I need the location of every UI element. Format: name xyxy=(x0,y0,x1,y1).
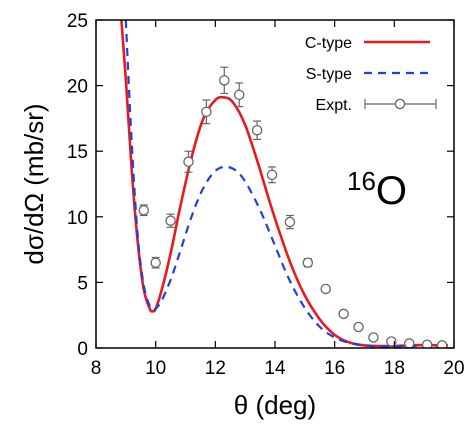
expt-marker xyxy=(233,89,245,101)
expt-marker xyxy=(201,106,212,118)
y-tick-label: 25 xyxy=(67,11,88,32)
x-tick-label: 20 xyxy=(443,358,464,379)
x-tick-label: 16 xyxy=(324,358,345,379)
expt-point xyxy=(302,257,314,268)
expt-point xyxy=(201,99,212,125)
x-tick-label: 10 xyxy=(145,358,166,379)
expt-point xyxy=(338,308,349,320)
expt-marker xyxy=(150,257,161,268)
x-tick-label: 12 xyxy=(205,358,226,379)
expt-marker xyxy=(138,204,149,216)
mass-number: 16 xyxy=(347,166,376,196)
axes-layer: 8 10 12 14 16 18 20 0 5 10 15 20 25 xyxy=(67,11,465,379)
expt-marker xyxy=(251,124,263,136)
expt-marker xyxy=(183,156,194,167)
expt-point xyxy=(233,82,245,108)
legend-marker xyxy=(394,98,406,110)
expt-point xyxy=(320,283,331,295)
legend-label: S-type xyxy=(306,66,352,83)
expt-point xyxy=(266,166,278,184)
legend: C-type S-type Expt. xyxy=(305,35,437,114)
expt-marker xyxy=(302,257,314,268)
expt-point xyxy=(138,204,149,217)
expt-point xyxy=(219,66,230,95)
element-symbol: O xyxy=(376,169,407,213)
x-axis-title: θ (deg) xyxy=(234,390,316,420)
expt-marker xyxy=(284,216,296,228)
y-tick-label: 20 xyxy=(67,77,88,98)
expt-marker xyxy=(219,75,230,86)
expt-point xyxy=(386,336,397,347)
expt-marker xyxy=(421,339,433,348)
expt-marker xyxy=(353,321,364,333)
expt-marker xyxy=(386,336,397,347)
expt-point xyxy=(284,214,296,230)
y-tick-label: 5 xyxy=(77,273,88,294)
expt-marker xyxy=(436,340,448,348)
x-tick-label: 14 xyxy=(264,358,286,379)
x-tick-label: 18 xyxy=(384,358,405,379)
expt-point xyxy=(183,150,194,173)
expt-marker xyxy=(266,169,278,181)
experiment-points-layer xyxy=(138,66,448,348)
expt-point xyxy=(404,338,415,348)
x-tick-label: 8 xyxy=(91,358,102,379)
nucleus-label: 16O xyxy=(347,166,407,213)
expt-marker xyxy=(404,338,415,348)
expt-marker xyxy=(320,283,331,295)
y-tick-label: 10 xyxy=(67,208,88,229)
expt-point xyxy=(251,120,263,140)
curves-layer xyxy=(120,20,448,348)
y-tick-label: 15 xyxy=(67,142,88,163)
legend-label: Expt. xyxy=(316,97,352,114)
expt-point xyxy=(353,321,364,333)
expt-point xyxy=(368,332,379,343)
expt-marker xyxy=(165,215,176,226)
y-tick-label: 0 xyxy=(77,339,88,360)
y-axis-title: dσ/dΩ (mb/sr) xyxy=(19,103,49,264)
expt-point xyxy=(421,339,433,348)
expt-point xyxy=(165,213,176,228)
expt-point xyxy=(150,256,161,269)
expt-marker xyxy=(368,332,379,343)
expt-point xyxy=(436,340,448,348)
expt-marker xyxy=(338,308,349,320)
legend-label: C-type xyxy=(305,35,352,52)
